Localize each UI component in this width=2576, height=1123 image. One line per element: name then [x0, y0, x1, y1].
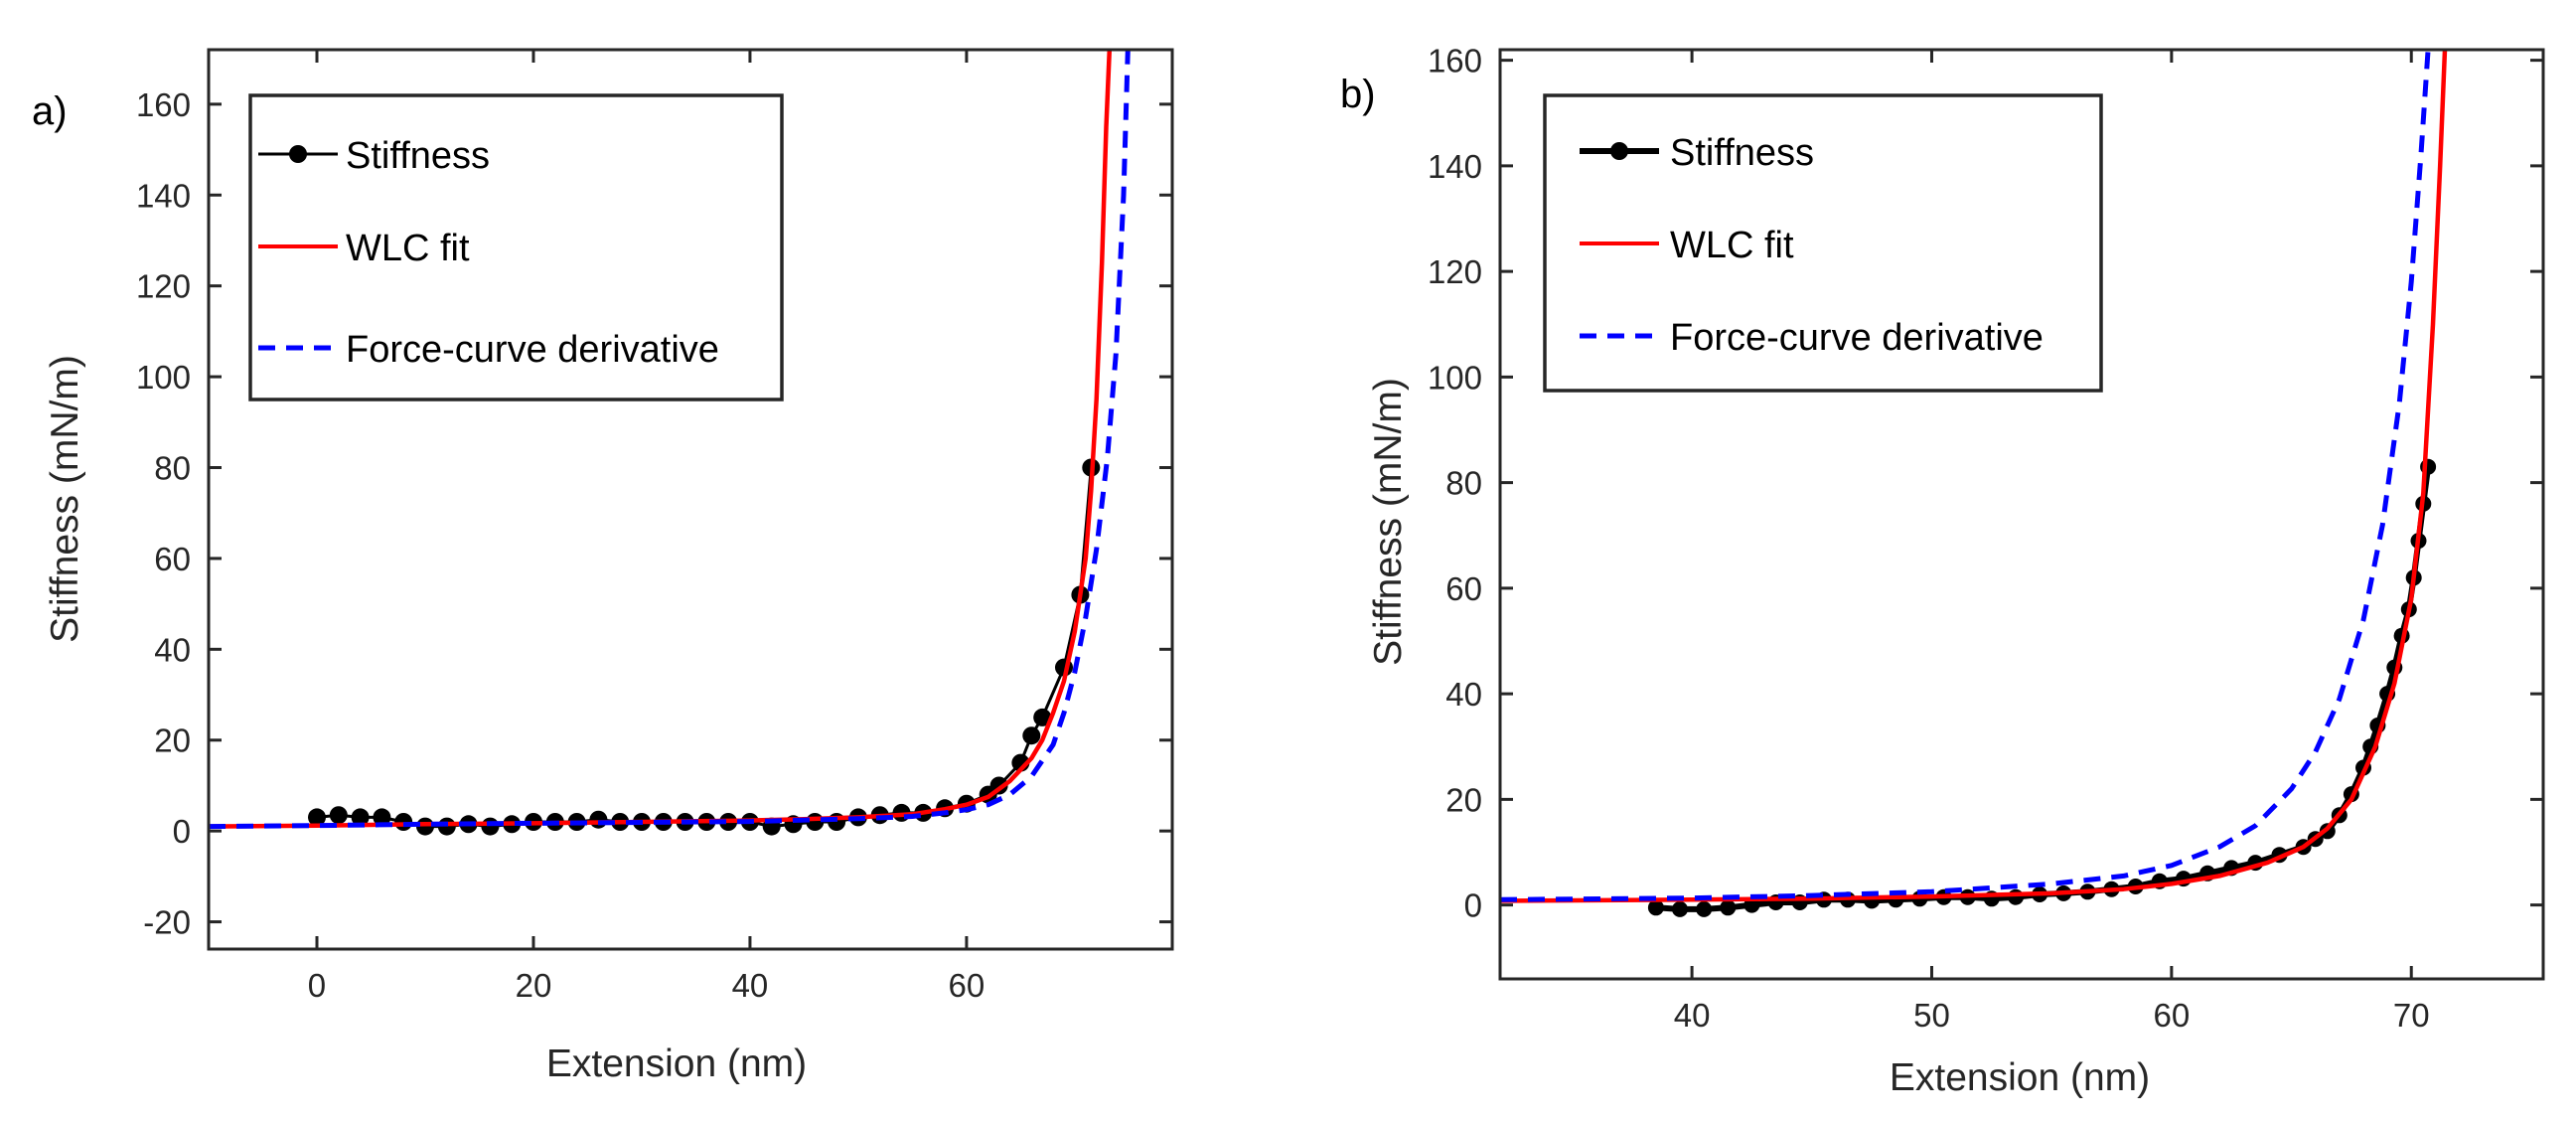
y-tick-label-a-2: 20 [154, 722, 191, 759]
stiffness-point-b-2 [1696, 900, 1713, 917]
axes-box-b [1498, 48, 2545, 981]
legend-label-wlc-a: WLC fit [346, 228, 470, 269]
x-tick-label-b-1: 50 [1913, 997, 1950, 1034]
series-b [1500, 50, 2448, 917]
x-tick-label-a-3: 60 [949, 967, 985, 1004]
y-tick-label-a-8: 140 [136, 177, 191, 214]
legend-b: Stiffness WLC fit Force-curve derivative [1543, 93, 2103, 393]
y-tick-label-b-7: 140 [1428, 148, 1482, 185]
x-tick-label-a-2: 40 [732, 967, 769, 1004]
y-tick-label-a-9: 160 [136, 86, 191, 123]
chart-panel-b: 40 50 60 70 0 20 40 60 80 100 120 140 160 b) Extensi… [1340, 43, 2545, 1099]
axes-box-a [207, 48, 1174, 951]
stiffness-point-a-0 [308, 808, 326, 827]
stiffness-point-a-13 [589, 810, 608, 829]
legend-box-a [248, 93, 784, 401]
legend-label-stiffness-b: Stiffness [1670, 132, 1814, 174]
series-line-b-2 [1500, 50, 2431, 902]
stiffness-point-b-15 [2008, 888, 2024, 905]
legend-label-wlc-b: WLC fit [1670, 225, 1794, 266]
ticks-b: 40 50 60 70 0 20 40 60 80 100 120 140 160 [1428, 43, 2543, 1034]
x-tick-label-a-1: 20 [516, 967, 552, 1004]
y-tick-label-b-5: 100 [1428, 359, 1482, 396]
legend-marker-stiffness-b [1610, 142, 1628, 160]
y-tick-label-b-4: 80 [1445, 465, 1482, 502]
panel-label-a: a) [32, 89, 68, 133]
legend-label-stiffness-a: Stiffness [346, 135, 490, 177]
x-axis-label-b: Extension (nm) [1890, 1056, 2150, 1099]
chart-panel-a: 0 20 40 60 -20 0 20 40 60 80 100 120 140 160 a) Exten… [32, 48, 1174, 1085]
legend-label-derivative-a: Force-curve derivative [346, 329, 719, 371]
ticks-a: 0 20 40 60 -20 0 20 40 60 80 100 120 140 160 [136, 50, 1172, 1004]
y-tick-label-a-3: 40 [154, 631, 191, 668]
series-line-b-1 [1500, 50, 2448, 903]
y-axis-label-b: Stiffness (mN/m) [1367, 378, 1410, 666]
y-tick-label-b-1: 20 [1445, 781, 1482, 818]
series-a [209, 50, 1131, 836]
stiffness-point-b-0 [1647, 899, 1664, 916]
y-axis-label-a: Stiffness (mN/m) [44, 355, 86, 643]
y-tick-label-a-1: 0 [173, 813, 191, 850]
y-tick-label-a-6: 100 [136, 359, 191, 396]
y-tick-label-b-6: 120 [1428, 253, 1482, 290]
legend-a: Stiffness WLC fit Force-curve derivative [248, 93, 784, 401]
y-tick-label-a-0: -20 [143, 904, 191, 941]
panel-label-b: b) [1340, 73, 1376, 116]
stiffness-point-a-2 [351, 808, 370, 827]
legend-marker-stiffness-a [289, 145, 307, 163]
y-tick-label-a-4: 60 [154, 541, 191, 577]
y-tick-label-a-5: 80 [154, 450, 191, 487]
series-line-a-1 [209, 50, 1113, 829]
y-tick-label-b-8: 160 [1428, 43, 1482, 80]
x-axis-label-a: Extension (nm) [546, 1043, 807, 1085]
stiffness-point-a-34 [1022, 726, 1041, 745]
stiffness-point-b-1 [1672, 900, 1688, 917]
legend-label-derivative-b: Force-curve derivative [1670, 317, 2044, 359]
stiffness-point-a-3 [373, 808, 391, 827]
x-tick-label-a-0: 0 [308, 967, 326, 1004]
x-tick-label-b-0: 40 [1674, 997, 1711, 1034]
stiffness-point-a-1 [329, 806, 348, 825]
series-line-a-2 [209, 50, 1131, 830]
stiffness-point-b-3 [1720, 899, 1737, 916]
x-tick-label-b-2: 60 [2154, 997, 2191, 1034]
x-tick-label-b-3: 70 [2393, 997, 2430, 1034]
y-tick-label-a-7: 120 [136, 268, 191, 305]
y-tick-label-b-0: 0 [1464, 887, 1482, 924]
stiffness-point-a-8 [481, 817, 500, 836]
stiffness-point-a-35 [1033, 708, 1052, 726]
y-tick-label-b-2: 40 [1445, 676, 1482, 713]
y-tick-label-b-3: 60 [1445, 570, 1482, 607]
